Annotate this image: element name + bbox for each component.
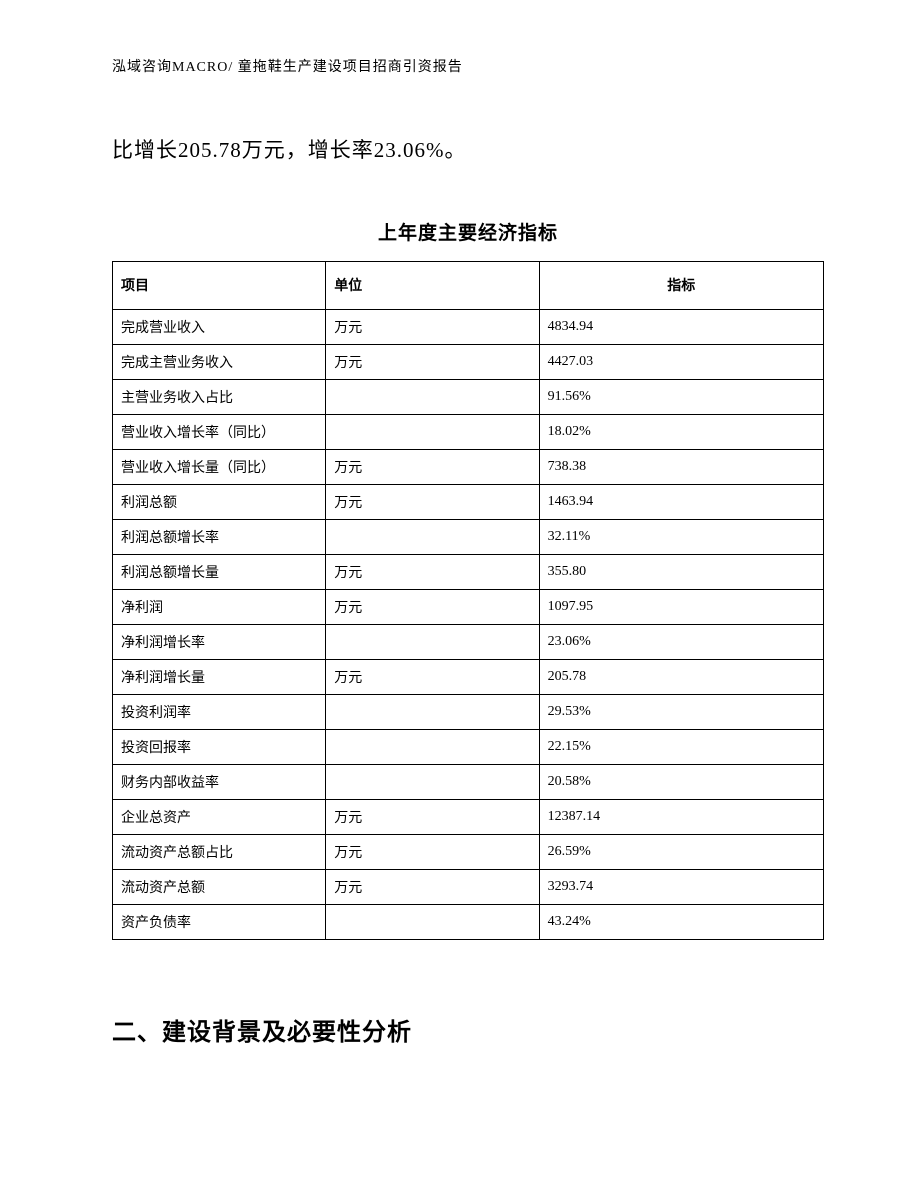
table-row: 利润总额增长率 32.11% — [113, 519, 824, 554]
table-cell-project: 流动资产总额占比 — [113, 834, 326, 869]
table-cell-unit — [326, 519, 539, 554]
table-row: 利润总额 万元 1463.94 — [113, 484, 824, 519]
table-header-value: 指标 — [539, 261, 823, 309]
table-cell-project: 投资利润率 — [113, 694, 326, 729]
table-cell-project: 流动资产总额 — [113, 869, 326, 904]
table-cell-value: 738.38 — [539, 449, 823, 484]
table-row: 投资回报率 22.15% — [113, 729, 824, 764]
table-cell-unit: 万元 — [326, 589, 539, 624]
table-row: 财务内部收益率 20.58% — [113, 764, 824, 799]
table-cell-project: 利润总额增长率 — [113, 519, 326, 554]
table-cell-project: 企业总资产 — [113, 799, 326, 834]
table-row: 营业收入增长率（同比） 18.02% — [113, 414, 824, 449]
table-cell-value: 3293.74 — [539, 869, 823, 904]
table-row: 流动资产总额占比 万元 26.59% — [113, 834, 824, 869]
table-cell-value: 4834.94 — [539, 309, 823, 344]
table-cell-unit: 万元 — [326, 449, 539, 484]
table-cell-project: 净利润增长率 — [113, 624, 326, 659]
table-cell-value: 205.78 — [539, 659, 823, 694]
table-cell-value: 29.53% — [539, 694, 823, 729]
table-cell-project: 完成主营业务收入 — [113, 344, 326, 379]
table-cell-value: 23.06% — [539, 624, 823, 659]
table-cell-project: 利润总额增长量 — [113, 554, 326, 589]
table-cell-value: 12387.14 — [539, 799, 823, 834]
table-cell-unit: 万元 — [326, 484, 539, 519]
table-row: 资产负债率 43.24% — [113, 904, 824, 939]
table-cell-unit: 万元 — [326, 344, 539, 379]
document-header: 泓域咨询MACRO/ 童拖鞋生产建设项目招商引资报告 — [112, 56, 824, 76]
table-cell-value: 22.15% — [539, 729, 823, 764]
table-cell-project: 投资回报率 — [113, 729, 326, 764]
table-header-project: 项目 — [113, 261, 326, 309]
table-cell-value: 355.80 — [539, 554, 823, 589]
table-cell-unit: 万元 — [326, 799, 539, 834]
table-row: 流动资产总额 万元 3293.74 — [113, 869, 824, 904]
table-row: 净利润增长率 23.06% — [113, 624, 824, 659]
table-cell-project: 营业收入增长量（同比） — [113, 449, 326, 484]
table-cell-unit: 万元 — [326, 659, 539, 694]
economic-indicator-table: 项目 单位 指标 完成营业收入 万元 4834.94 完成主营业务收入 万元 4… — [112, 261, 824, 940]
table-cell-value: 43.24% — [539, 904, 823, 939]
section-heading: 二、建设背景及必要性分析 — [112, 1012, 824, 1047]
table-cell-project: 净利润 — [113, 589, 326, 624]
table-body: 完成营业收入 万元 4834.94 完成主营业务收入 万元 4427.03 主营… — [113, 309, 824, 939]
table-row: 企业总资产 万元 12387.14 — [113, 799, 824, 834]
table-cell-value: 1097.95 — [539, 589, 823, 624]
table-cell-project: 利润总额 — [113, 484, 326, 519]
body-paragraph: 比增长205.78万元，增长率23.06%。 — [112, 132, 824, 170]
table-cell-project: 营业收入增长率（同比） — [113, 414, 326, 449]
table-cell-unit: 万元 — [326, 869, 539, 904]
table-cell-unit — [326, 904, 539, 939]
table-cell-value: 26.59% — [539, 834, 823, 869]
table-row: 完成营业收入 万元 4834.94 — [113, 309, 824, 344]
table-cell-unit — [326, 729, 539, 764]
table-cell-unit: 万元 — [326, 554, 539, 589]
table-cell-project: 资产负债率 — [113, 904, 326, 939]
table-header-row: 项目 单位 指标 — [113, 261, 824, 309]
table-header-unit: 单位 — [326, 261, 539, 309]
table-row: 净利润增长量 万元 205.78 — [113, 659, 824, 694]
table-cell-unit: 万元 — [326, 309, 539, 344]
table-row: 投资利润率 29.53% — [113, 694, 824, 729]
table-cell-project: 净利润增长量 — [113, 659, 326, 694]
table-cell-value: 91.56% — [539, 379, 823, 414]
table-cell-project: 完成营业收入 — [113, 309, 326, 344]
table-cell-unit: 万元 — [326, 834, 539, 869]
table-cell-project: 主营业务收入占比 — [113, 379, 326, 414]
table-cell-unit — [326, 414, 539, 449]
table-cell-unit — [326, 379, 539, 414]
table-cell-value: 20.58% — [539, 764, 823, 799]
table-title: 上年度主要经济指标 — [112, 218, 824, 245]
table-cell-unit — [326, 694, 539, 729]
table-cell-value: 4427.03 — [539, 344, 823, 379]
table-row: 营业收入增长量（同比） 万元 738.38 — [113, 449, 824, 484]
table-row: 利润总额增长量 万元 355.80 — [113, 554, 824, 589]
table-cell-value: 32.11% — [539, 519, 823, 554]
table-cell-project: 财务内部收益率 — [113, 764, 326, 799]
table-cell-unit — [326, 624, 539, 659]
table-row: 完成主营业务收入 万元 4427.03 — [113, 344, 824, 379]
table-row: 主营业务收入占比 91.56% — [113, 379, 824, 414]
table-row: 净利润 万元 1097.95 — [113, 589, 824, 624]
table-cell-value: 18.02% — [539, 414, 823, 449]
table-cell-value: 1463.94 — [539, 484, 823, 519]
table-cell-unit — [326, 764, 539, 799]
